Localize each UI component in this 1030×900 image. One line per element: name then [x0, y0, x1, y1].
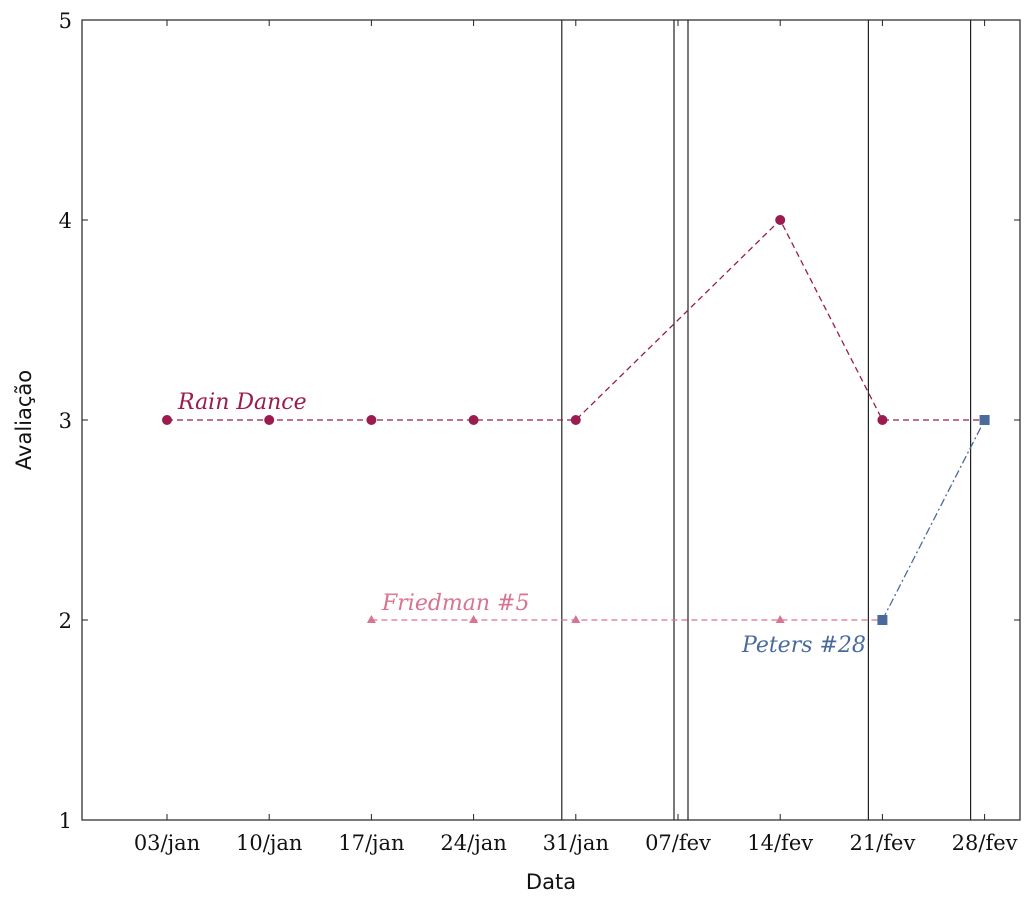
data-point-rain-dance: [162, 415, 172, 425]
x-tick-label: 24/jan: [440, 831, 506, 855]
data-point-friedman-5: [775, 615, 785, 623]
data-point-peters-28: [877, 615, 888, 625]
series-label-rain-dance: Rain Dance: [177, 390, 307, 415]
y-tick-label: 2: [59, 609, 72, 633]
series-line-peters-28: [881, 419, 986, 621]
x-tick-label: 31/jan: [543, 831, 609, 855]
series-label-friedman-5: Friedman #5: [381, 591, 530, 616]
x-tick-label: 17/jan: [338, 831, 404, 855]
x-axis-ticks: 03/jan 10/jan 17/jan 24/jan 31/jan 07/fev 14/f…: [134, 20, 1018, 855]
series-labels: Rain Dance Friedman #5 Peters #28: [177, 390, 866, 658]
x-tick-label: 28/fev: [952, 831, 1018, 855]
data-point-rain-dance: [366, 415, 377, 425]
data-point-friedman-5: [366, 615, 376, 623]
x-tick-label: 14/fev: [747, 831, 813, 855]
x-tick-label: 21/fev: [849, 831, 915, 855]
series-line-rain-dance: [167, 218, 985, 421]
data-point-rain-dance: [468, 415, 479, 425]
data-point-peters-28: [979, 415, 990, 425]
y-tick-label: 3: [59, 409, 72, 433]
data-point-rain-dance: [570, 415, 581, 425]
y-tick-label: 4: [59, 209, 72, 233]
data-point-friedman-5: [571, 615, 581, 623]
series-label-peters-28: Peters #28: [741, 633, 866, 658]
data-point-friedman-5: [469, 615, 479, 623]
y-tick-label: 1: [59, 809, 72, 833]
vertical-rules: [561, 20, 972, 820]
data-point-rain-dance: [877, 415, 888, 425]
x-tick-label: 03/jan: [134, 831, 200, 855]
data-point-rain-dance: [264, 415, 275, 425]
y-axis-ticks: 1 2 3 4 5: [59, 9, 1020, 833]
data-point-rain-dance: [775, 215, 786, 225]
x-axis-label: Data: [526, 870, 576, 894]
series-markers: [162, 215, 990, 625]
x-tick-label: 07/fev: [645, 831, 711, 855]
x-tick-label: 10/jan: [236, 831, 302, 855]
y-tick-label: 5: [59, 9, 72, 33]
y-axis-label: Avaliação: [12, 370, 36, 470]
